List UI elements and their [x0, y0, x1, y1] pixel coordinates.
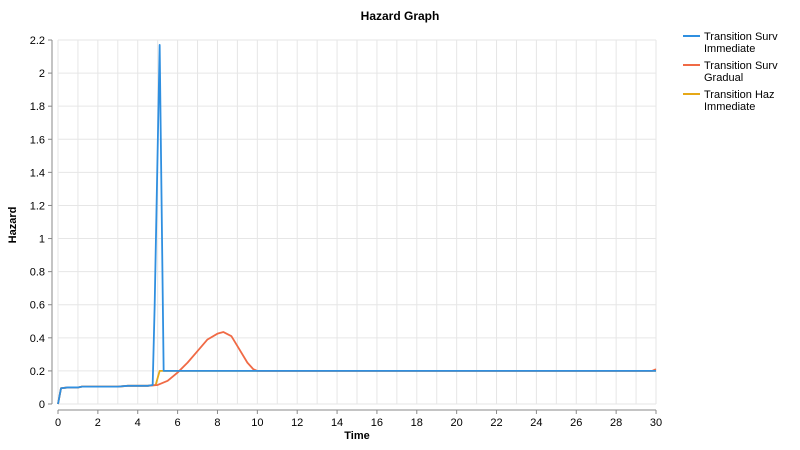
series-line-1 [57, 44, 656, 405]
x-axis-title: Time [344, 430, 369, 442]
x-tick-label: 6 [175, 417, 181, 429]
grid-lines [57, 39, 657, 405]
x-tick-label: 18 [411, 417, 423, 429]
legend-label: Transition Haz [704, 89, 775, 101]
x-tick-label: 20 [451, 417, 463, 429]
x-tick-label: 14 [331, 417, 343, 429]
y-tick-label: 1 [39, 234, 45, 246]
x-tick-label: 28 [610, 417, 622, 429]
y-tick-label: 0.4 [30, 333, 45, 345]
legend-label: Gradual [704, 72, 743, 84]
y-tick-label: 1.8 [30, 101, 45, 113]
y-tick-label: 1.4 [30, 167, 45, 179]
series-lines [57, 44, 657, 405]
legend-label: Immediate [704, 101, 755, 113]
x-tick-label: 10 [251, 417, 263, 429]
legend-label: Immediate [704, 43, 755, 55]
x-tick-label: 2 [95, 417, 101, 429]
x-tick-label: 0 [55, 417, 61, 429]
legend-label: Transition Surv [704, 60, 778, 72]
y-tick-label: 0.2 [30, 366, 45, 378]
x-tick-label: 4 [135, 417, 141, 429]
legend-label: Transition Surv [704, 31, 778, 43]
y-tick-label: 2 [39, 68, 45, 80]
y-tick-label: 1.2 [30, 200, 45, 212]
y-tick-label: 0.8 [30, 267, 45, 279]
x-tick-label: 8 [214, 417, 220, 429]
x-tick-label: 16 [371, 417, 383, 429]
y-tick-label: 0.6 [30, 300, 45, 312]
y-tick-label: 2.2 [30, 35, 45, 47]
x-tick-label: 30 [650, 417, 662, 429]
y-axis-title: Hazard [7, 207, 19, 244]
chart-title: Hazard Graph [361, 9, 440, 23]
x-tick-label: 26 [570, 417, 582, 429]
x-tick-label: 24 [530, 417, 542, 429]
x-tick-label: 12 [291, 417, 303, 429]
y-tick-label: 0 [39, 399, 45, 411]
x-tick-label: 22 [490, 417, 502, 429]
axes: 0 2 4 6 8 10 12 14 16 18 20 22 24 26 28 3000.20.40.60.8… [30, 35, 662, 429]
y-tick-label: 1.6 [30, 134, 45, 146]
